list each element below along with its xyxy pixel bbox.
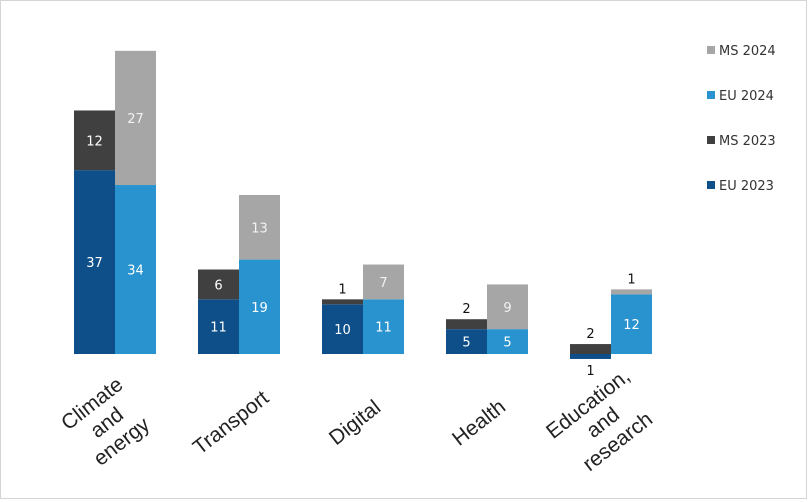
bar-ms-2024-cat1	[239, 194, 280, 260]
data-label-eu-2024-cat4: 12	[623, 318, 640, 333]
category-label-2: Digital	[325, 396, 385, 450]
bar-eu-2024-cat3	[487, 329, 528, 354]
bar-ms-2023-cat3	[446, 319, 487, 330]
data-label-ms-2024-cat0: 27	[127, 112, 144, 127]
legend-label-ms-2024: MS 2024	[719, 44, 776, 59]
data-label-ms-2023-cat2: 1	[338, 282, 346, 297]
category-label-line: Health	[448, 395, 510, 450]
data-label-ms-2023-cat0: 12	[86, 134, 103, 149]
category-label-1: Transport	[189, 386, 273, 459]
bar-eu-2023-cat4	[570, 354, 611, 359]
data-label-ms-2023-cat1: 6	[214, 278, 222, 293]
data-label-eu-2024-cat0: 34	[127, 264, 144, 279]
bar-eu-2024-cat4	[611, 294, 652, 354]
data-label-eu-2023-cat1: 11	[210, 321, 227, 336]
bar-ms-2024-cat4	[611, 289, 652, 295]
data-label-eu-2024-cat3: 5	[503, 336, 511, 351]
legend-swatch-eu-2023	[707, 181, 715, 189]
category-label-0: Climateandenergy	[57, 373, 157, 473]
category-label-3: Health	[448, 395, 510, 450]
category-label-4: Education,andresearch	[542, 364, 664, 481]
bar-eu-2024-cat2	[363, 299, 404, 354]
bar-eu-2024-cat1	[239, 259, 280, 354]
data-label-eu-2024-cat2: 11	[375, 321, 392, 336]
legend-swatch-ms-2024	[707, 46, 715, 54]
legend-label-eu-2023: EU 2023	[719, 179, 774, 194]
bar-eu-2023-cat1	[198, 299, 239, 354]
data-label-ms-2024-cat2: 7	[379, 276, 387, 291]
category-label-line: Digital	[325, 396, 385, 450]
legend-swatch-ms-2023	[707, 136, 715, 144]
data-label-eu-2023-cat3: 5	[462, 336, 470, 351]
data-label-eu-2023-cat2: 10	[334, 323, 351, 338]
legend-label-eu-2024: EU 2024	[719, 89, 774, 104]
data-label-ms-2023-cat3: 2	[462, 302, 470, 317]
data-label-eu-2023-cat4: 1	[586, 364, 594, 379]
data-label-ms-2023-cat4: 2	[586, 327, 594, 342]
data-label-eu-2024-cat1: 19	[251, 301, 268, 316]
bar-ms-2023-cat4	[570, 344, 611, 354]
legend-label-ms-2023: MS 2023	[719, 134, 776, 149]
legend-swatch-eu-2024	[707, 91, 715, 99]
bar-ms-2023-cat0	[74, 110, 115, 171]
bar-eu-2023-cat2	[322, 304, 363, 354]
bar-ms-2024-cat0	[115, 50, 156, 186]
bar-ms-2023-cat1	[198, 269, 239, 300]
data-label-ms-2024-cat1: 13	[251, 221, 268, 236]
bar-ms-2024-cat3	[487, 284, 528, 330]
bar-eu-2024-cat0	[115, 185, 156, 354]
bar-eu-2023-cat3	[446, 329, 487, 354]
category-label-line: Transport	[189, 386, 273, 459]
bar-eu-2023-cat0	[74, 170, 115, 354]
data-label-ms-2024-cat4: 1	[627, 272, 635, 287]
bar-ms-2023-cat2	[322, 299, 363, 305]
data-label-eu-2023-cat0: 37	[86, 256, 103, 271]
data-label-ms-2024-cat3: 9	[503, 301, 511, 316]
bar-ms-2024-cat2	[363, 264, 404, 300]
